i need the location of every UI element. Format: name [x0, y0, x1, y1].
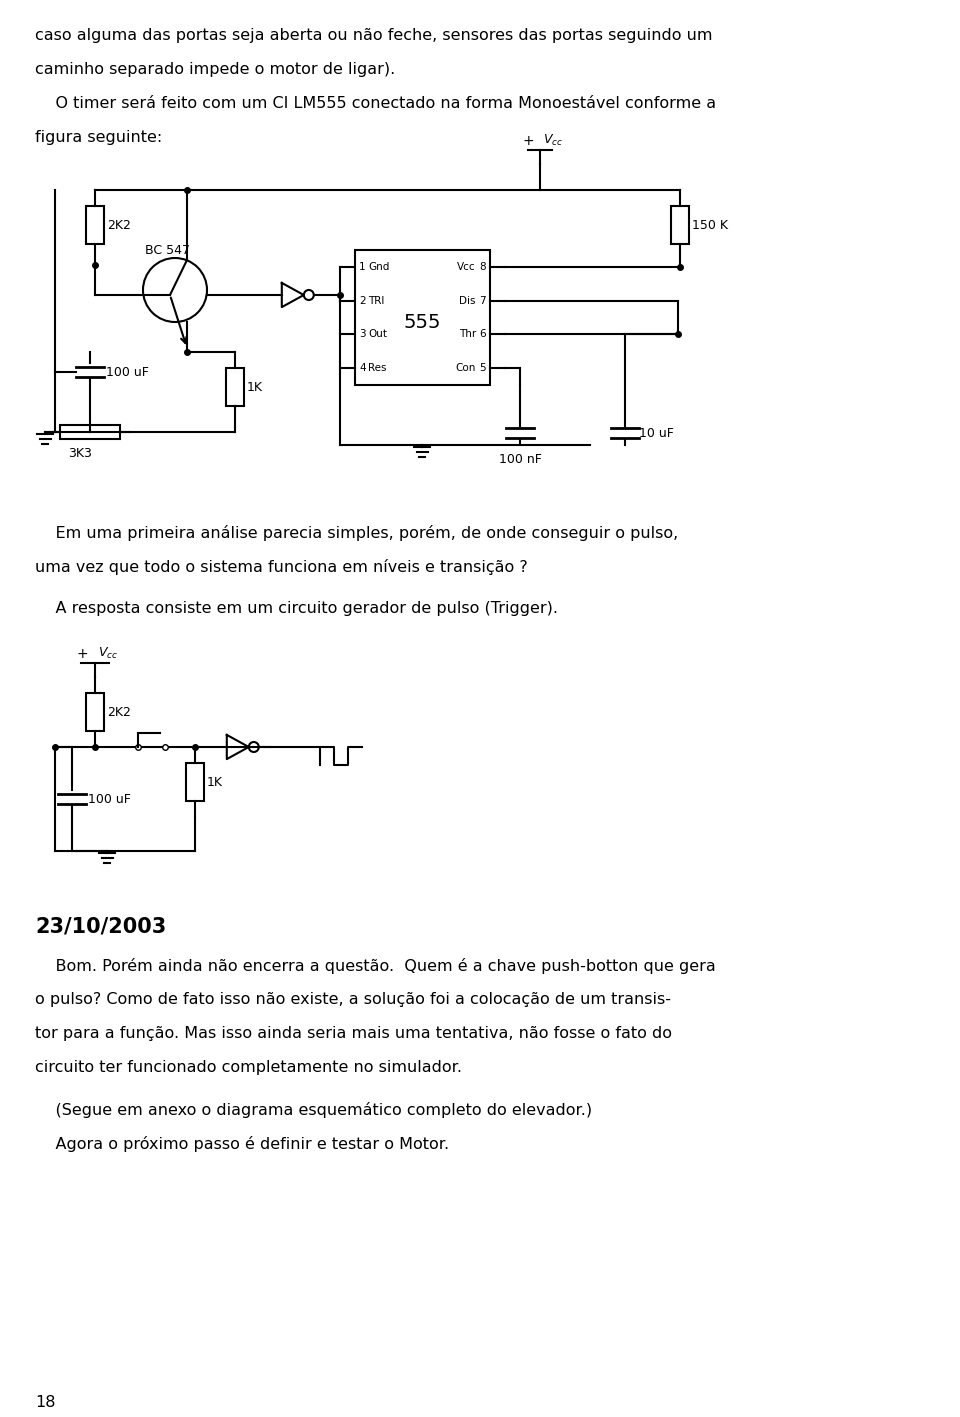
- Text: 1K: 1K: [207, 775, 223, 788]
- Text: Vcc: Vcc: [457, 262, 476, 272]
- Text: Thr: Thr: [459, 329, 476, 340]
- Text: 6: 6: [479, 329, 486, 340]
- Text: Agora o próximo passo é definir e testar o Motor.: Agora o próximo passo é definir e testar…: [35, 1136, 449, 1152]
- Bar: [86, 205, 104, 244]
- Text: caso alguma das portas seja aberta ou não feche, sensores das portas seguindo um: caso alguma das portas seja aberta ou nã…: [35, 28, 712, 43]
- Bar: [226, 368, 244, 407]
- Text: (Segue em anexo o diagrama esquemático completo do elevador.): (Segue em anexo o diagrama esquemático c…: [35, 1102, 592, 1118]
- Text: 10 uF: 10 uF: [639, 427, 674, 439]
- Bar: [671, 205, 689, 244]
- Bar: [60, 425, 120, 439]
- Bar: [355, 249, 490, 385]
- Text: A resposta consiste em um circuito gerador de pulso (Trigger).: A resposta consiste em um circuito gerad…: [35, 601, 558, 616]
- Text: 2K2: 2K2: [107, 706, 131, 718]
- Text: 5: 5: [479, 363, 486, 373]
- Text: o pulso? Como de fato isso não existe, a solução foi a colocação de um transis-: o pulso? Como de fato isso não existe, a…: [35, 992, 671, 1007]
- Text: Bom. Porém ainda não encerra a questão.  Quem é a chave push-botton que gera: Bom. Porém ainda não encerra a questão. …: [35, 958, 716, 973]
- Text: Con: Con: [456, 363, 476, 373]
- Bar: [186, 762, 204, 801]
- Text: figura seguinte:: figura seguinte:: [35, 130, 162, 145]
- Bar: [86, 693, 104, 731]
- Text: 23/10/2003: 23/10/2003: [35, 915, 166, 937]
- Text: 100 nF: 100 nF: [498, 453, 541, 466]
- Text: 1: 1: [359, 262, 366, 272]
- Text: uma vez que todo o sistema funciona em níveis e transição ?: uma vez que todo o sistema funciona em n…: [35, 558, 528, 575]
- Text: 100 uF: 100 uF: [106, 366, 149, 378]
- Text: 555: 555: [404, 313, 442, 332]
- Text: caminho separado impede o motor de ligar).: caminho separado impede o motor de ligar…: [35, 62, 396, 77]
- Text: 3K3: 3K3: [68, 446, 92, 461]
- Text: $V_{cc}$: $V_{cc}$: [543, 133, 564, 147]
- Text: O timer será feito com um CI LM555 conectado na forma Monoestável conforme a: O timer será feito com um CI LM555 conec…: [35, 96, 716, 111]
- Text: 1K: 1K: [247, 381, 263, 394]
- Text: BC 547: BC 547: [145, 244, 190, 256]
- Text: 2K2: 2K2: [107, 218, 131, 231]
- Text: 100 uF: 100 uF: [88, 792, 131, 805]
- Text: 150 K: 150 K: [692, 218, 728, 231]
- Text: Gnd: Gnd: [368, 262, 390, 272]
- Text: TRI: TRI: [368, 296, 384, 306]
- Text: circuito ter funcionado completamente no simulador.: circuito ter funcionado completamente no…: [35, 1060, 462, 1076]
- Text: 2: 2: [359, 296, 366, 306]
- Text: +: +: [522, 135, 534, 147]
- Text: 8: 8: [479, 262, 486, 272]
- Text: Out: Out: [368, 329, 387, 340]
- Text: Em uma primeira análise parecia simples, porém, de onde conseguir o pulso,: Em uma primeira análise parecia simples,…: [35, 526, 679, 541]
- Text: 7: 7: [479, 296, 486, 306]
- Text: 3: 3: [359, 329, 366, 340]
- Text: Dis: Dis: [460, 296, 476, 306]
- Text: 18: 18: [35, 1394, 56, 1410]
- Text: +: +: [77, 648, 88, 660]
- Text: Res: Res: [368, 363, 387, 373]
- Text: tor para a função. Mas isso ainda seria mais uma tentativa, não fosse o fato do: tor para a função. Mas isso ainda seria …: [35, 1026, 672, 1041]
- Text: 4: 4: [359, 363, 366, 373]
- Text: $V_{cc}$: $V_{cc}$: [98, 646, 118, 660]
